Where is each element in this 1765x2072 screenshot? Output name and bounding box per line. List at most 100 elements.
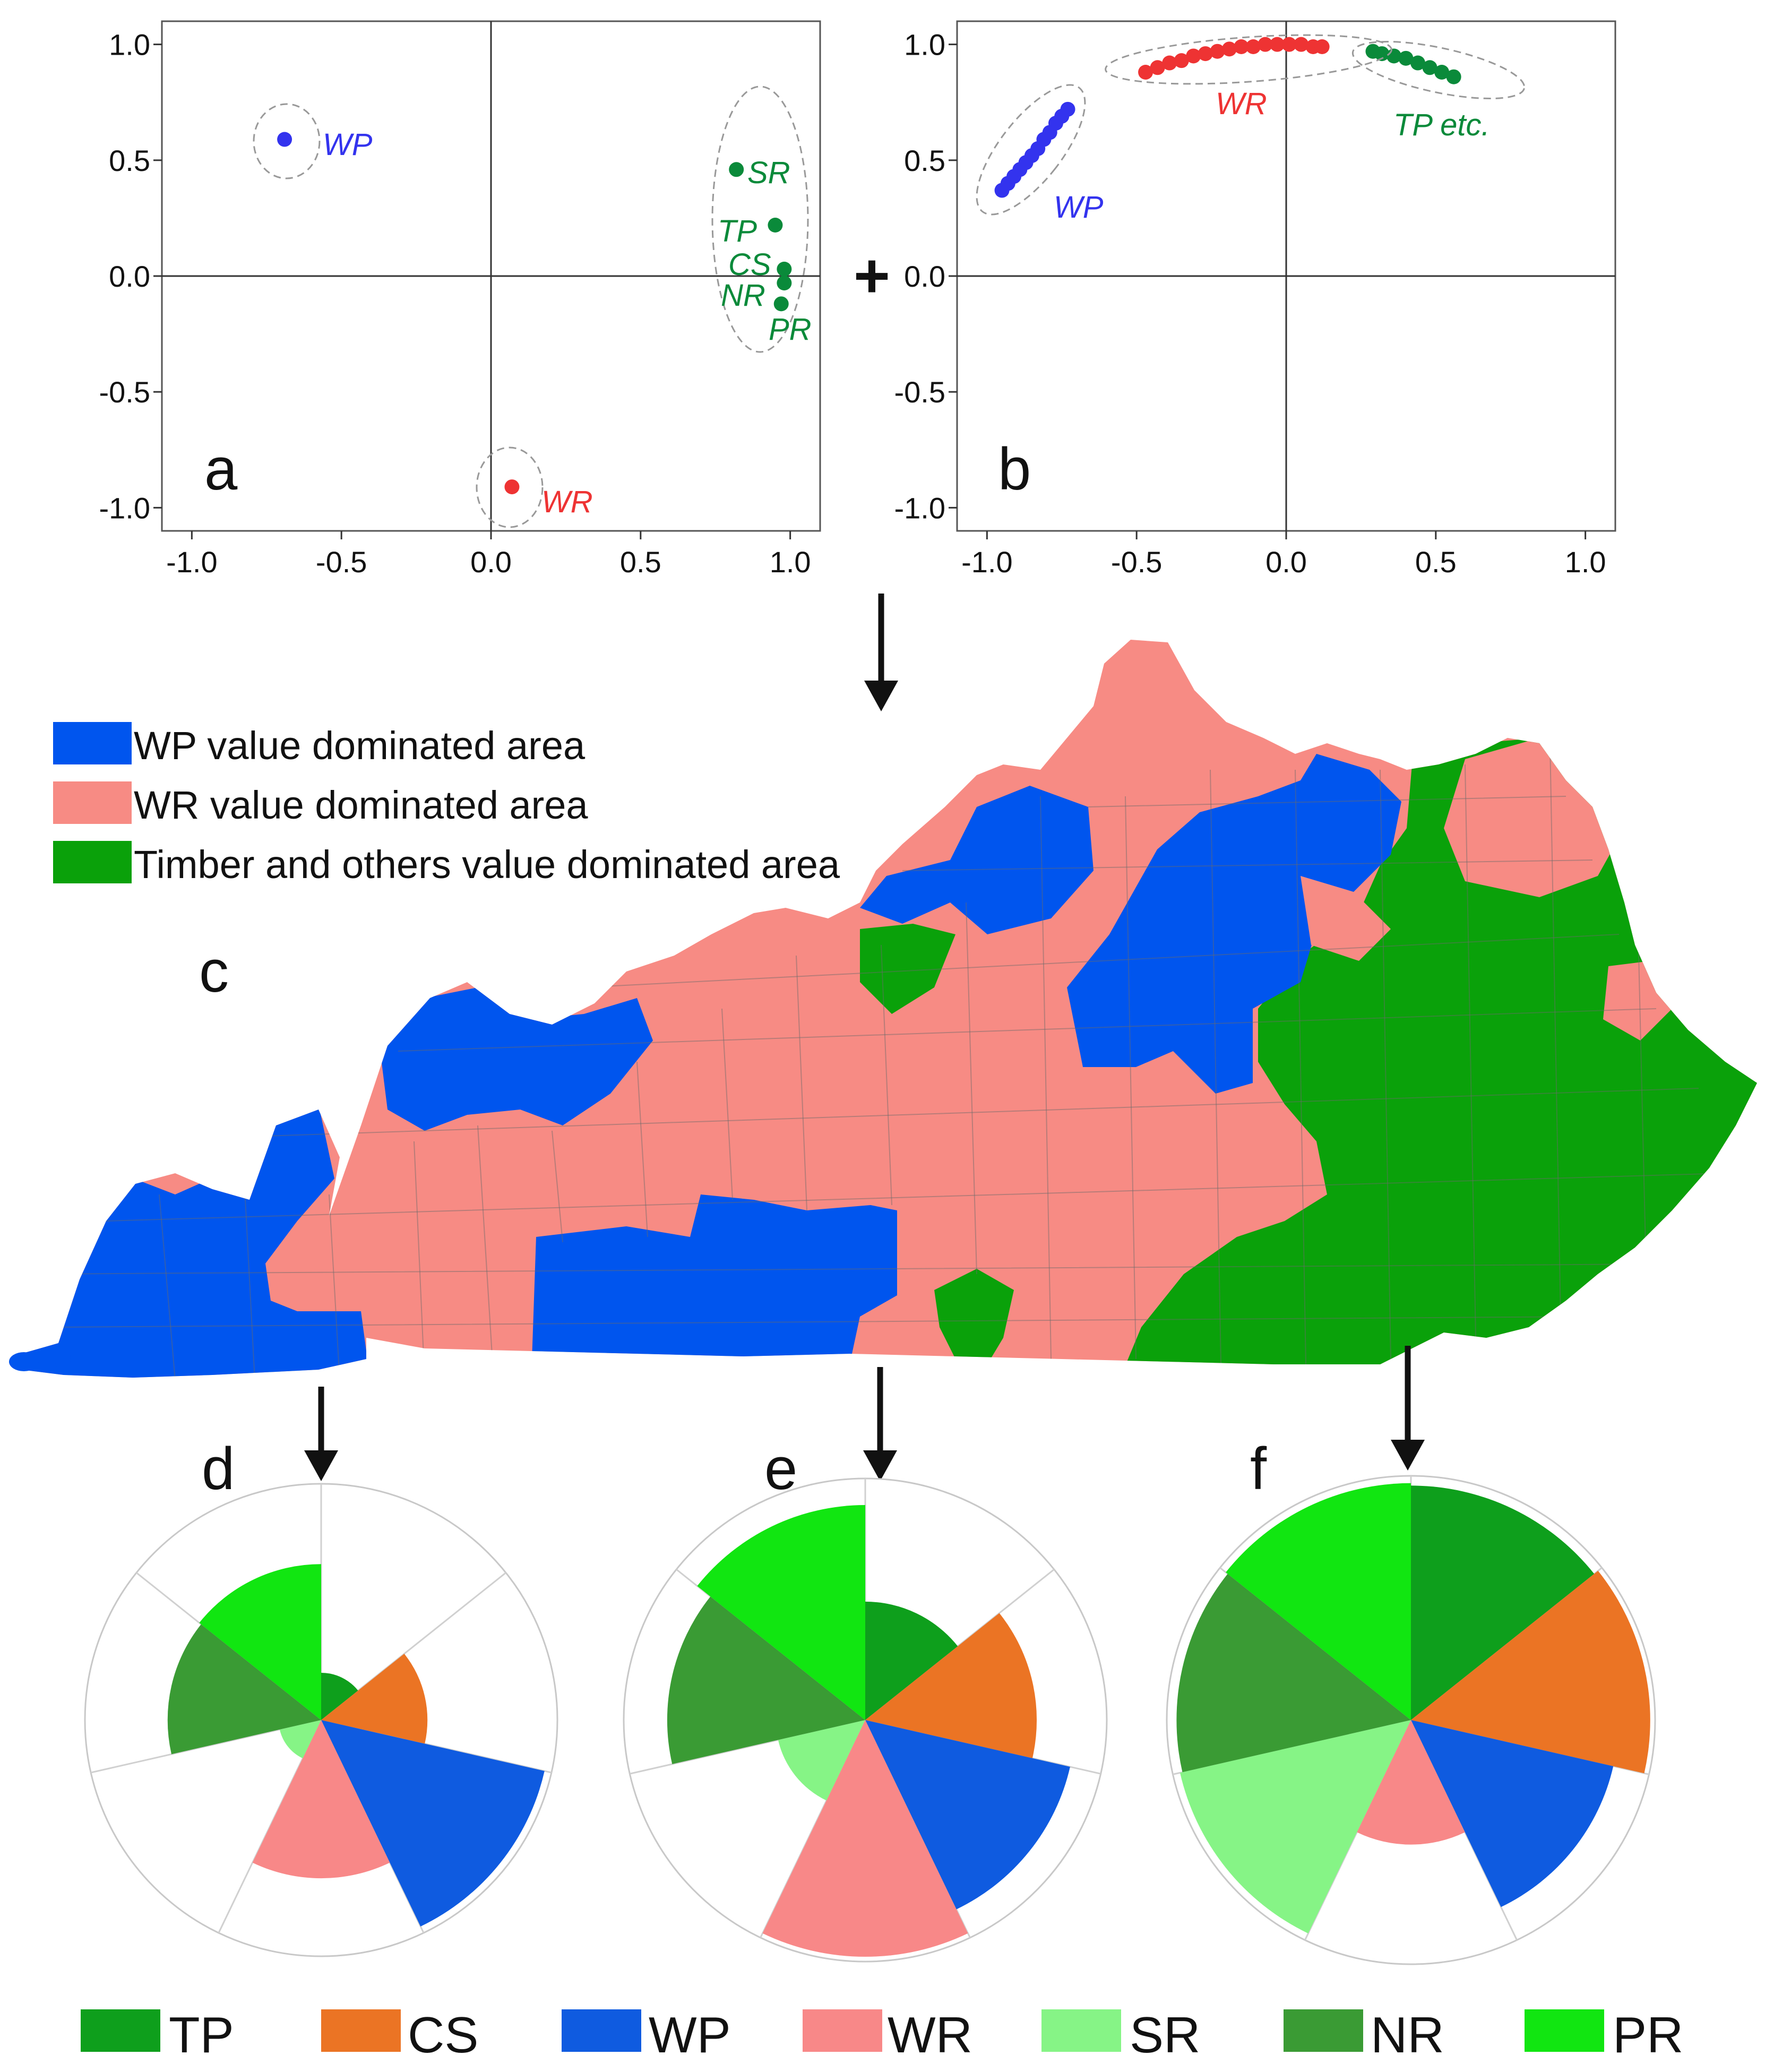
x-tick-label: -1.0 (166, 545, 218, 579)
label-wr: WR (541, 485, 593, 519)
y-tick-label: 0.5 (904, 144, 945, 177)
y-tick-label: -1.0 (894, 491, 946, 525)
map-region-wp-north (860, 786, 1094, 934)
x-tick-label: 0.5 (1415, 545, 1457, 579)
rose-slice-wr (1357, 1720, 1465, 1845)
label-wp: WP (323, 127, 373, 162)
legend-label-tp: TP (169, 2007, 234, 2064)
rose-slice-cs (1411, 1570, 1650, 1774)
legend-swatch-cs (321, 2009, 401, 2052)
panel-letter-d: d (202, 1435, 235, 1502)
panel-a-scatter: -1.0 -0.5 0.0 0.5 1.0 1.0 0.5 0.0 -0.5 -1.0 WP WR… (99, 20, 821, 579)
panel-letter-c: c (199, 938, 229, 1004)
point-wr (1246, 39, 1261, 54)
category-legend: TP CS WP WR SR NR PR (81, 2007, 1683, 2064)
legend-label-cs: CS (408, 2007, 478, 2064)
plus-sign: + (854, 241, 890, 311)
x-tick-label: 0.0 (1265, 545, 1307, 579)
rose-slice-wp (865, 1720, 1070, 1910)
y-tick-label: -0.5 (894, 375, 946, 409)
legend-swatch-wp (562, 2009, 641, 2052)
map-region-wp-west (377, 987, 653, 1131)
panel-e-rose-chart (623, 1477, 1108, 1963)
legend-swatch-pr (1525, 2009, 1604, 2052)
point-tp-etc- (1398, 50, 1414, 66)
y-tick-label: 1.0 (904, 28, 945, 62)
point-wr (1198, 46, 1213, 62)
x-tick-label: 0.0 (470, 545, 512, 579)
map-region-timber-east (1115, 738, 1757, 1378)
panel-a-cluster-rings (253, 85, 809, 528)
panel-a-point-labels: WP WR SR TP CS NR PR (323, 127, 812, 519)
label-wp: WP (1054, 190, 1104, 225)
timber-cluster-ring (1351, 40, 1526, 100)
map-legend-swatch-wp (53, 722, 132, 764)
point-tp-etc- (1434, 65, 1450, 80)
x-tick-label: 1.0 (770, 545, 811, 579)
point-wr (1174, 53, 1189, 68)
label-tp-etc: TP etc. (1393, 108, 1490, 142)
rose-slice-nr (1176, 1574, 1411, 1773)
map-legend-swatch-timber (53, 841, 132, 883)
legend-swatch-nr (1284, 2009, 1363, 2052)
county-lines (31, 743, 1752, 1378)
y-tick-label: 0.0 (904, 260, 945, 293)
point-tp-etc- (1410, 55, 1425, 71)
point-wr (1138, 65, 1153, 80)
legend-label-pr: PR (1613, 2007, 1683, 2064)
rose-slice-nr (167, 1624, 321, 1755)
label-tp: TP (718, 214, 757, 248)
label-cs: CS (728, 247, 771, 282)
map-legend-swatch-wr (53, 781, 132, 824)
point-wr (1294, 37, 1309, 52)
map-region-timber-south (934, 1269, 1014, 1364)
point-wr (1150, 60, 1165, 75)
x-tick-label: -1.0 (961, 545, 1013, 579)
map-legend: WP value dominated area WR value dominat… (53, 722, 840, 887)
point-wr (1314, 39, 1330, 54)
point-wr (1186, 48, 1201, 64)
point-tp-etc- (1446, 69, 1461, 84)
x-tick-label: -0.5 (316, 545, 367, 579)
y-tick-label: 1.0 (109, 28, 150, 62)
point-wr (1258, 37, 1273, 52)
x-tick-label: 0.5 (620, 545, 661, 579)
panel-b-point-labels: WP WR TP etc. (1054, 87, 1490, 225)
point-wr (1210, 44, 1225, 59)
rose-slice-cs (321, 1654, 428, 1744)
map-region-wp-south (531, 1194, 897, 1378)
legend-label-wr: WR (888, 2007, 972, 2064)
rose-slice-pr (199, 1564, 321, 1720)
point-wr (1221, 41, 1237, 57)
point-pr (773, 296, 789, 312)
y-tick-label: -1.0 (99, 491, 151, 525)
rose-slice-wp (1411, 1720, 1614, 1907)
point-nr (777, 276, 792, 291)
legend-label-wp: WP (649, 2007, 731, 2064)
rose-slice-nr (667, 1596, 865, 1765)
rose-slice-tp (1411, 1485, 1595, 1720)
rose-slice-sr (778, 1720, 865, 1801)
wp-cluster-ring (253, 103, 321, 179)
panel-letter-f: f (1250, 1435, 1267, 1502)
map-legend-label-wp: WP value dominated area (134, 724, 586, 768)
x-tick-label: -0.5 (1111, 545, 1163, 579)
y-tick-label: 0.0 (109, 260, 150, 293)
point-wr (1162, 55, 1177, 71)
panel-b-scatter: -1.0 -0.5 0.0 0.5 1.0 1.0 0.5 0.0 -0.5 -1.0 WP WR… (894, 20, 1616, 579)
x-tick-label: 1.0 (1565, 545, 1606, 579)
rose-slice-pr (1226, 1483, 1411, 1720)
arrow-to-map (864, 594, 898, 711)
rose-slice-sr (1179, 1720, 1411, 1934)
rose-slice-wp (321, 1720, 545, 1927)
label-wr: WR (1216, 87, 1267, 121)
rose-slice-tp (865, 1602, 958, 1720)
point-cs (777, 261, 792, 277)
map-region-timber-north (860, 924, 955, 1014)
rose-slice-cs (865, 1613, 1037, 1758)
map-islands (9, 1340, 71, 1372)
y-tick-label: -0.5 (99, 375, 151, 409)
wr-cluster-ring (1105, 34, 1392, 85)
legend-label-sr: SR (1130, 2007, 1200, 2064)
